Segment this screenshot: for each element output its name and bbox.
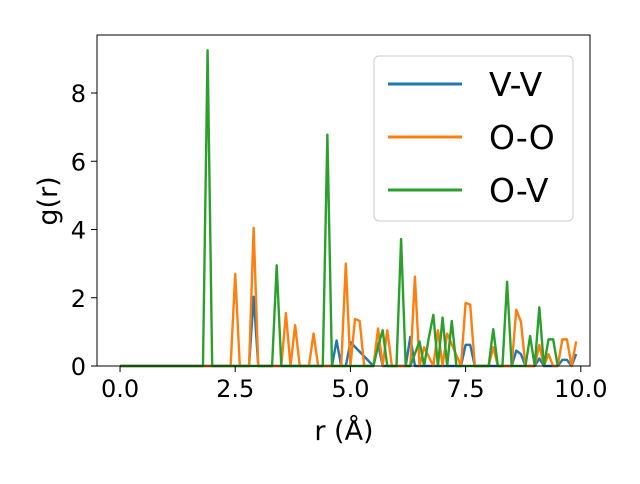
- y-tick-label: 8: [71, 80, 86, 108]
- legend-box: [373, 55, 574, 222]
- y-tick-label: 0: [71, 353, 86, 381]
- axes-frame: [96, 34, 591, 367]
- x-tick-label: 5.0: [331, 375, 369, 403]
- legend-label-o-o: O-O: [489, 118, 555, 157]
- y-tick-label: 4: [71, 217, 86, 245]
- legend-label-o-v: O-V: [489, 171, 549, 210]
- x-axis-label: r (Å): [314, 415, 373, 447]
- x-tick-label: 2.5: [216, 375, 254, 403]
- x-tick-label: 7.5: [447, 375, 485, 403]
- y-tick-label: 6: [71, 148, 86, 176]
- axes: 0.0 2.5 5.0 7.5 10.0 0 2 4 6 8: [71, 34, 608, 403]
- y-axis-label: g(r): [33, 176, 64, 225]
- y-tick-label: 2: [71, 285, 86, 313]
- legend-label-v-v: V-V: [489, 65, 543, 104]
- x-tick-label: 0.0: [101, 375, 139, 403]
- legend: V-V O-O O-V: [373, 55, 574, 222]
- x-tick-label: 10.0: [554, 375, 607, 403]
